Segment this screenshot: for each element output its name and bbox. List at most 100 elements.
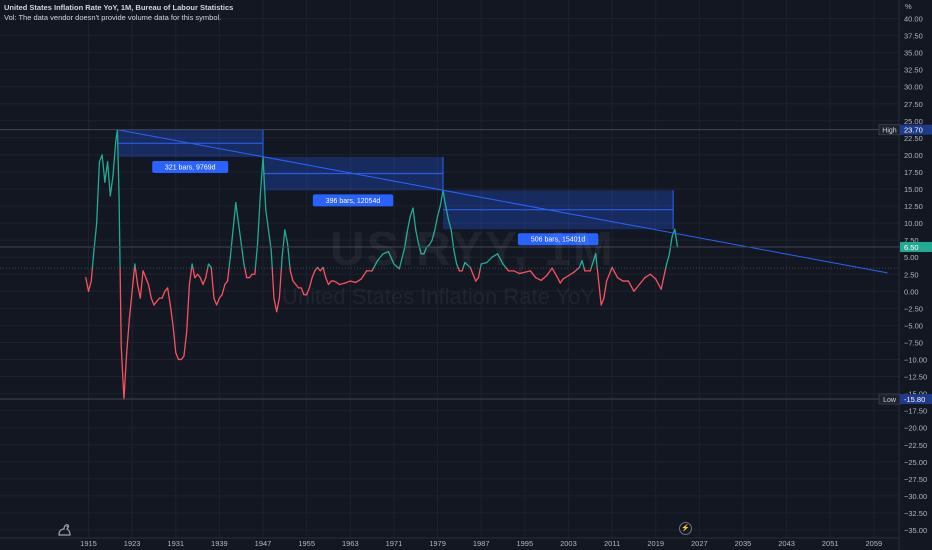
x-tick-label: 1939 xyxy=(211,539,228,548)
series-segment xyxy=(224,280,229,286)
series-segment xyxy=(423,246,428,255)
series-segment xyxy=(150,297,155,306)
series-segment xyxy=(172,324,177,354)
y-tick-label: 30.00 xyxy=(904,83,923,92)
series-segment xyxy=(595,253,598,269)
series-segment xyxy=(118,195,121,269)
series-segment xyxy=(376,253,384,262)
series-segment xyxy=(128,290,133,320)
series-segment xyxy=(306,287,311,296)
y-tick-label: −32.50 xyxy=(904,509,927,518)
y-tick-label: 12.50 xyxy=(904,202,923,211)
series-segment xyxy=(638,277,646,286)
series-segment xyxy=(205,267,209,279)
y-tick-label: 7.50 xyxy=(904,236,919,245)
x-tick-label: 1963 xyxy=(342,539,359,548)
series-segment xyxy=(665,263,668,269)
series-segment xyxy=(417,242,422,255)
watermark-symbol: USIRYY, 1M xyxy=(330,223,615,276)
series-segment xyxy=(147,283,152,299)
series-segment xyxy=(134,267,139,286)
series-segment xyxy=(308,277,313,289)
series-segment xyxy=(207,263,212,269)
series-segment xyxy=(106,161,111,197)
series-segment xyxy=(578,259,583,269)
series-segment xyxy=(644,273,651,279)
x-tick-label: 2003 xyxy=(560,539,577,548)
y-tick-label: 17.50 xyxy=(904,168,923,177)
series-segment xyxy=(633,283,640,292)
series-segment xyxy=(93,222,98,252)
series-segment xyxy=(119,267,122,347)
series-segment xyxy=(627,280,635,292)
inflation-series xyxy=(85,129,679,400)
series-segment xyxy=(196,273,201,279)
series-segment xyxy=(327,280,332,286)
series-segment xyxy=(232,201,237,231)
series-segment xyxy=(338,282,346,286)
series-segment xyxy=(477,267,482,279)
series-segment xyxy=(485,256,493,264)
series-segment xyxy=(248,273,253,279)
series-segment xyxy=(139,270,144,299)
y-tick-label: −27.50 xyxy=(904,475,927,484)
trend-line-segment[interactable] xyxy=(117,129,888,274)
y-tick-label: −10.00 xyxy=(904,356,927,365)
series-segment xyxy=(188,267,193,286)
series-segment xyxy=(180,355,185,361)
y-tick-label: 10.00 xyxy=(904,219,923,228)
series-segment xyxy=(439,189,444,207)
series-segment xyxy=(123,352,128,400)
series-segment xyxy=(453,249,458,265)
series-segment xyxy=(295,283,300,289)
series-segment xyxy=(325,277,330,286)
x-tick-label: 1995 xyxy=(516,539,533,548)
y-tick-label: −5.00 xyxy=(904,321,923,330)
volume-note: Vol: The data vendor doesn't provide vol… xyxy=(4,13,222,22)
series-segment xyxy=(278,267,283,299)
series-segment xyxy=(513,270,521,275)
series-segment xyxy=(455,263,459,269)
series-segment xyxy=(462,262,466,269)
price-markers: High 23.70 Low -15.80 6.50 xyxy=(0,124,932,405)
series-segment xyxy=(611,267,619,279)
series-segment xyxy=(382,251,390,255)
x-tick-label: 1987 xyxy=(473,539,490,548)
series-segment xyxy=(262,156,267,211)
lightning-icon[interactable]: ⚡ xyxy=(679,522,692,535)
y-tick-label: 0.00 xyxy=(904,287,919,296)
series-segment xyxy=(183,331,188,357)
x-tick-label: 2035 xyxy=(735,539,752,548)
series-segment xyxy=(469,267,477,282)
series-segment xyxy=(256,195,261,245)
high-marker-tag: High xyxy=(882,128,897,135)
series-segment xyxy=(243,263,246,269)
series-segment xyxy=(213,297,218,306)
series-segment xyxy=(412,207,417,231)
series-segment xyxy=(355,278,362,284)
y-tick-label: 15.00 xyxy=(904,185,923,194)
series-segment xyxy=(562,274,570,280)
high-marker-value: 23.70 xyxy=(904,126,923,135)
x-tick-label: 2059 xyxy=(866,539,883,548)
axis-unit-label: % xyxy=(905,2,912,11)
x-tick-label: 1979 xyxy=(429,539,446,548)
series-segment xyxy=(237,222,242,245)
measure-label-bg xyxy=(517,233,599,246)
series-segment xyxy=(322,267,327,279)
series-segment xyxy=(142,270,147,279)
x-tick-label: 1931 xyxy=(167,539,184,548)
series-segment xyxy=(616,277,624,282)
series-segment xyxy=(286,242,291,269)
series-segment xyxy=(559,278,564,284)
series-segment xyxy=(398,246,406,269)
tradingview-logo-icon[interactable] xyxy=(56,520,74,538)
last-price-value: 6.50 xyxy=(904,243,919,252)
series-segment xyxy=(545,267,553,277)
series-segment xyxy=(551,267,559,279)
series-segment xyxy=(518,271,526,275)
series-segment xyxy=(156,297,161,303)
chart-header: United States Inflation Rate YoY, 1M, Bu… xyxy=(4,3,233,23)
series-segment xyxy=(674,228,679,248)
